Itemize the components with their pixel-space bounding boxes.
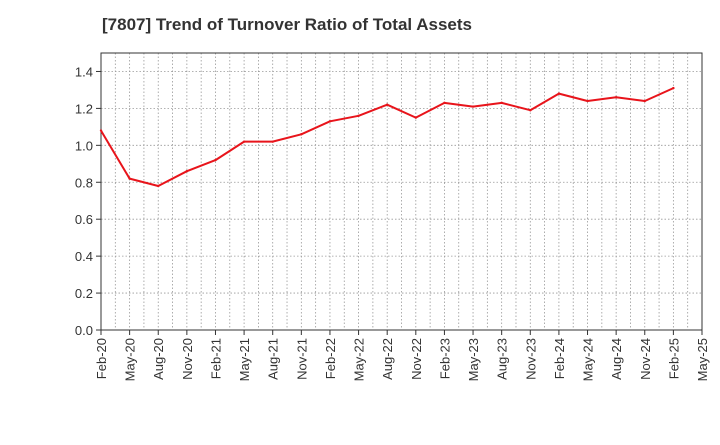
y-axis-ticks: 0.0 0.2 0.4 0.6 0.8 1.0 1.2 1.4 xyxy=(75,64,101,338)
x-tick-label: Aug-20 xyxy=(151,338,166,380)
data-point xyxy=(128,177,131,180)
data-point xyxy=(385,103,389,106)
x-tick-label: Nov-22 xyxy=(409,338,424,380)
chart-title: [7807] Trend of Turnover Ratio of Total … xyxy=(102,15,472,34)
x-tick-label: Feb-20 xyxy=(94,338,109,379)
data-point xyxy=(586,99,589,103)
y-tick-label: 0.6 xyxy=(75,212,93,227)
x-tick-label: Aug-23 xyxy=(495,338,510,380)
x-tick-label: May-20 xyxy=(123,338,138,381)
data-point xyxy=(529,109,532,112)
data-point xyxy=(300,133,303,136)
x-tick-label: Feb-21 xyxy=(208,338,223,379)
y-tick-label: 1.4 xyxy=(75,64,93,79)
series-layer xyxy=(99,86,675,188)
data-point xyxy=(443,101,446,105)
y-tick-label: 0.2 xyxy=(75,286,93,301)
y-tick-label: 1.0 xyxy=(75,138,93,153)
data-point xyxy=(185,169,189,173)
x-tick-label: Feb-24 xyxy=(552,338,567,379)
x-tick-label: Nov-20 xyxy=(180,338,195,380)
data-point xyxy=(672,86,675,90)
x-tick-label: Feb-25 xyxy=(666,338,681,379)
data-point xyxy=(471,105,475,108)
data-point xyxy=(328,120,332,123)
data-point xyxy=(414,116,418,119)
y-tick-label: 0.8 xyxy=(75,175,93,190)
y-tick-label: 1.2 xyxy=(75,101,93,116)
x-tick-label: Aug-24 xyxy=(609,338,624,380)
x-tick-label: Feb-23 xyxy=(437,338,452,379)
grid-lines xyxy=(100,53,703,331)
data-point xyxy=(99,129,103,132)
y-tick-label: 0.0 xyxy=(75,323,93,338)
data-point xyxy=(557,92,561,95)
x-tick-label: Feb-22 xyxy=(323,338,338,379)
data-point xyxy=(500,101,503,105)
x-tick-label: Aug-22 xyxy=(380,338,395,380)
data-point xyxy=(157,184,160,188)
data-point xyxy=(643,99,646,103)
x-tick-label: Aug-21 xyxy=(266,338,281,380)
plot-area-frame xyxy=(100,52,703,331)
x-axis-ticks: Feb-20 May-20 Aug-20 Nov-20 Feb-21 May-21 Aug-… xyxy=(94,330,710,381)
x-tick-label: Nov-23 xyxy=(523,338,538,380)
data-point xyxy=(357,114,360,117)
data-point xyxy=(271,140,274,143)
x-tick-label: May-25 xyxy=(695,338,710,381)
data-point xyxy=(614,96,618,99)
data-point xyxy=(242,140,246,143)
x-tick-label: May-21 xyxy=(237,338,252,381)
x-tick-label: Nov-24 xyxy=(638,338,653,380)
y-tick-label: 0.4 xyxy=(75,249,93,264)
data-point xyxy=(214,158,217,162)
x-tick-label: May-24 xyxy=(581,338,596,381)
x-tick-label: May-23 xyxy=(466,338,481,381)
x-tick-label: Nov-21 xyxy=(294,338,309,380)
x-tick-label: May-22 xyxy=(352,338,367,381)
